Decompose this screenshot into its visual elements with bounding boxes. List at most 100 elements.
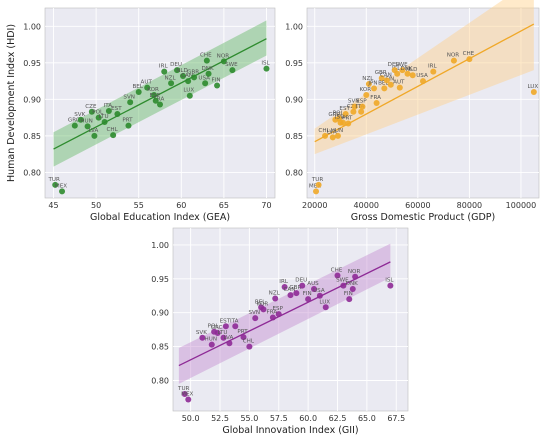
- x-tick-label: 20000: [302, 201, 327, 210]
- data-point: [252, 315, 259, 322]
- y-tick-label: 0.90: [285, 95, 303, 104]
- data-point: [450, 57, 457, 64]
- point-label: POL: [92, 110, 104, 116]
- data-point: [420, 78, 426, 85]
- confidence-band: [314, 0, 534, 155]
- data-point: [246, 343, 253, 350]
- point-label: CHL: [243, 339, 255, 345]
- data-point: [430, 68, 437, 75]
- x-tick-label: 62.5: [329, 414, 347, 423]
- data-point: [315, 181, 322, 188]
- data-point: [346, 296, 353, 303]
- data-point: [125, 122, 132, 129]
- point-label: HUN: [80, 118, 93, 124]
- x-tick-label: 50.0: [182, 414, 200, 423]
- data-point: [322, 304, 329, 311]
- data-point: [396, 84, 403, 91]
- x-tick-label: 55: [134, 201, 144, 210]
- data-point: [185, 396, 192, 403]
- point-label: NOR: [217, 53, 230, 59]
- y-tick-label: 0.85: [23, 132, 41, 141]
- data-point: [404, 70, 411, 77]
- data-point: [399, 67, 406, 74]
- x-tick-label: 65: [219, 201, 229, 210]
- point-label: FIN: [212, 77, 221, 83]
- point-label: POL: [333, 110, 345, 116]
- point-label: DEU: [295, 278, 307, 284]
- point-label: LTU: [99, 114, 109, 120]
- data-point: [359, 103, 366, 110]
- point-label: LUX: [183, 88, 194, 94]
- data-point: [144, 84, 151, 91]
- y-tick-label: 0.90: [151, 309, 169, 318]
- point-label: AUT: [393, 80, 405, 86]
- y-tick-label: 0.95: [285, 59, 303, 68]
- data-point: [336, 115, 343, 122]
- point-label: SVK: [337, 115, 348, 121]
- regression-line: [53, 38, 267, 150]
- data-point: [240, 334, 247, 341]
- data-point: [135, 89, 142, 96]
- x-tick-label: 70: [261, 201, 271, 210]
- point-label: DEU: [170, 62, 182, 68]
- data-point: [381, 85, 388, 92]
- point-label: ITA: [104, 103, 113, 109]
- point-label: EST: [339, 106, 350, 112]
- point-label: KOR: [147, 87, 159, 93]
- chart-panel-2: 20000 40000 60000 80000 100000 0.80 0.85 0.90 0.…: [285, 0, 540, 223]
- point-label: CHL: [318, 128, 330, 134]
- point-label: KOR: [359, 87, 371, 93]
- data-point: [71, 122, 78, 129]
- point-label: SVN: [348, 99, 360, 105]
- point-label: MEX: [181, 391, 193, 397]
- data-point: [340, 282, 347, 289]
- data-point: [110, 132, 117, 139]
- x-tick-label: 60.0: [299, 414, 317, 423]
- point-label: PRT: [122, 118, 133, 124]
- point-label: USA: [313, 288, 325, 294]
- point-label: MEX: [55, 183, 67, 189]
- point-label: BEL: [255, 299, 266, 305]
- point-label: NZL: [362, 76, 374, 82]
- data-point: [316, 292, 323, 299]
- data-point: [383, 77, 390, 84]
- point-label: EST: [111, 106, 122, 112]
- data-point: [305, 296, 312, 303]
- data-point: [220, 58, 227, 65]
- data-point: [226, 340, 233, 347]
- y-tick-label: 1.00: [151, 241, 169, 250]
- y-tick-label: 0.80: [285, 168, 303, 177]
- point-label: LVA: [327, 129, 337, 135]
- data-point: [152, 97, 159, 104]
- y-axis-label: Human Development Index (HDI): [6, 24, 17, 182]
- point-label: JPN: [367, 80, 377, 86]
- data-point: [168, 80, 175, 87]
- point-label: IRL: [428, 64, 438, 70]
- point-label: CAN: [380, 72, 392, 78]
- data-point: [205, 70, 212, 77]
- data-point: [181, 391, 188, 398]
- y-tick-label: 1.00: [285, 22, 303, 31]
- point-label: NOR: [348, 269, 361, 275]
- data-point: [329, 134, 336, 141]
- data-point: [185, 78, 192, 85]
- point-label: LUX: [527, 84, 538, 90]
- data-point: [229, 67, 236, 74]
- data-point: [287, 292, 294, 299]
- data-point: [342, 110, 349, 117]
- x-tick-label: 45: [48, 201, 58, 210]
- data-point: [214, 82, 221, 89]
- x-axis-label: Global Innovation Index (GII): [222, 425, 358, 436]
- x-tick-label: 52.5: [211, 414, 229, 423]
- data-point: [351, 103, 358, 110]
- point-label: CHE: [463, 51, 475, 57]
- point-label: NOR: [447, 53, 460, 59]
- data-point: [378, 75, 385, 82]
- data-point: [281, 283, 288, 290]
- point-label: POL: [208, 324, 220, 330]
- data-point: [334, 132, 341, 139]
- data-point: [293, 290, 300, 297]
- point-label: CAN: [284, 287, 296, 293]
- data-point: [203, 57, 210, 64]
- data-point: [77, 116, 84, 123]
